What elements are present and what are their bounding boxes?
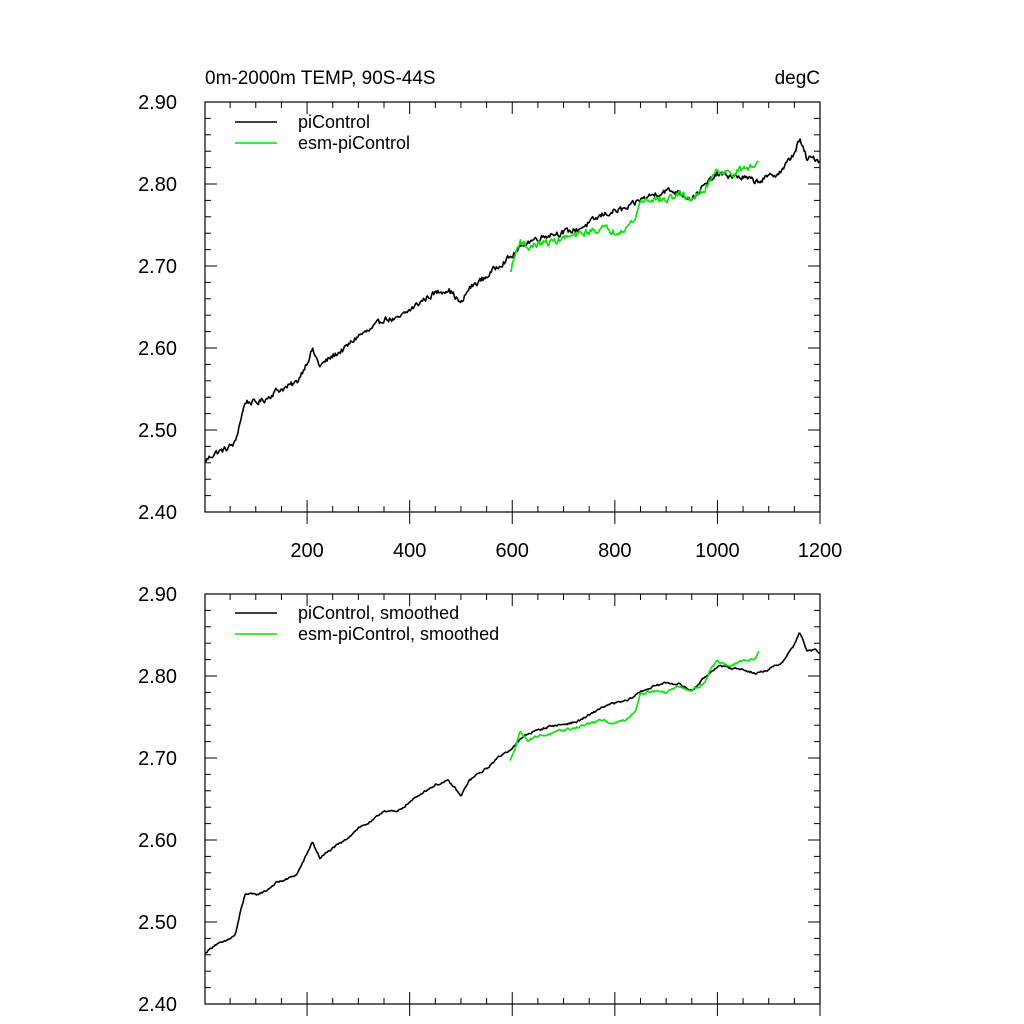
x-tick-label: 1200	[798, 540, 843, 562]
y-tick-label: 2.60	[138, 338, 177, 360]
x-tick-label: 1000	[695, 540, 740, 562]
legend-label-esm-picontrol-smoothed: esm-piControl, smoothed	[298, 624, 499, 644]
legend-label-picontrol: piControl	[298, 112, 370, 132]
y-tick-label: 2.40	[138, 502, 177, 524]
y-tick-label: 2.90	[138, 584, 177, 606]
y-tick-label: 2.60	[138, 830, 177, 852]
y-tick-label: 2.50	[138, 420, 177, 442]
top-panel-title-left: 0m-2000m TEMP, 90S-44S	[205, 68, 436, 89]
legend-label-esm-picontrol: esm-piControl	[298, 133, 410, 153]
top-panel-legend: piControl esm-piControl	[235, 112, 410, 153]
series-line-picontrol	[204, 138, 821, 463]
x-tick-label: 400	[393, 540, 426, 562]
top-panel-frame	[204, 101, 821, 513]
y-tick-label: 2.70	[138, 748, 177, 770]
top-panel-tick-labels: 2.40 2.50 2.60 2.70 2.80 2.90 200 400 600 800 1000…	[138, 92, 842, 562]
bottom-panel: 2.40 2.50 2.60 2.70 2.80 2.90 piControl, smoo…	[138, 584, 821, 1016]
legend-label-picontrol-smoothed: piControl, smoothed	[298, 603, 459, 623]
top-panel: 0m-2000m TEMP, 90S-44S degC 2.40 2.50 2.60…	[138, 68, 842, 562]
x-tick-label: 800	[598, 540, 631, 562]
x-tick-label: 200	[290, 540, 323, 562]
bottom-panel-ticks	[205, 593, 821, 1016]
top-panel-ticks	[205, 101, 821, 524]
top-panel-title-right: degC	[775, 68, 820, 89]
y-tick-label: 2.80	[138, 666, 177, 688]
y-tick-label: 2.80	[138, 174, 177, 196]
series-line-esm-picontrol	[509, 650, 760, 761]
y-tick-label: 2.70	[138, 256, 177, 278]
bottom-panel-frame	[204, 593, 821, 1005]
bottom-panel-tick-labels: 2.40 2.50 2.60 2.70 2.80 2.90	[138, 584, 177, 1016]
series-line-esm-picontrol	[510, 160, 760, 273]
bottom-panel-legend: piControl, smoothed esm-piControl, smoot…	[235, 603, 499, 644]
y-tick-label: 2.50	[138, 912, 177, 934]
x-tick-label: 600	[496, 540, 529, 562]
bottom-panel-series	[204, 632, 820, 954]
y-tick-label: 2.40	[138, 994, 177, 1016]
y-tick-label: 2.90	[138, 92, 177, 114]
series-line-picontrol	[204, 632, 820, 954]
top-panel-series	[204, 138, 821, 463]
